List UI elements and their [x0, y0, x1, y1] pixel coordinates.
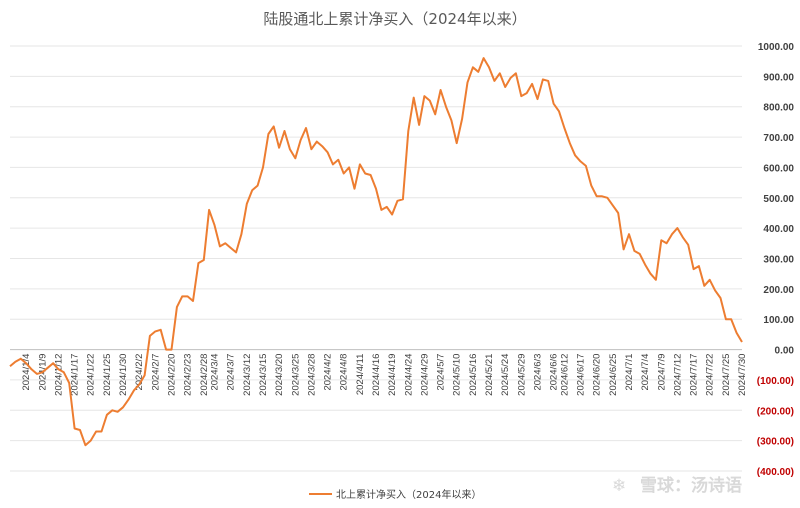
y-axis-tick-labels: 1000.00 900.00 800.00 700.00 600.00 500.00 400…: [757, 42, 795, 478]
y-tick-label: 400.00: [763, 224, 794, 235]
x-tick-label: 2024/2/20: [166, 354, 177, 396]
x-axis-tick-labels: 2024/1/4 2024/1/9 2024/1/12 2024/1/17 2024/1…: [21, 354, 748, 396]
legend-label: 北上累计净买入（2024年以来）: [336, 488, 481, 501]
x-tick-label: 2024/6/17: [576, 354, 587, 396]
series-line: [9, 57, 743, 447]
x-tick-label: 2024/2/28: [199, 354, 210, 396]
y-tick-label: 100.00: [763, 315, 794, 326]
x-tick-label: 2024/7/1: [624, 354, 635, 391]
x-tick-label: 2024/6/12: [559, 354, 570, 396]
x-tick-label: 2024/3/15: [258, 354, 269, 396]
chart-title: 陆股通北上累计净买入（2024年以来）: [263, 10, 526, 28]
x-tick-label: 2024/1/30: [118, 354, 129, 396]
x-tick-label: 2024/3/4: [210, 354, 221, 391]
watermark: ❄ 雪球：汤诗语: [612, 476, 742, 496]
y-tick-label: 200.00: [763, 285, 794, 296]
x-tick-label: 2024/1/22: [86, 354, 97, 396]
y-tick-label: 900.00: [763, 72, 794, 83]
y-tick-label: 1000.00: [758, 42, 795, 53]
legend: 北上累计净买入（2024年以来）: [309, 488, 481, 501]
x-tick-label: 2024/1/17: [70, 354, 81, 396]
x-tick-label: 2024/5/7: [436, 354, 447, 391]
x-tick-label: 2024/2/23: [183, 354, 194, 396]
x-tick-label: 2024/5/16: [468, 354, 479, 396]
x-tick-label: 2024/3/25: [290, 354, 301, 396]
watermark-text: 雪球：汤诗语: [640, 476, 742, 496]
y-tick-label: 0.00: [775, 346, 795, 357]
y-tick-label: 500.00: [763, 194, 794, 205]
x-tick-label: 2024/7/9: [656, 354, 667, 391]
y-tick-label: (100.00): [757, 376, 794, 387]
x-tick-label: 2024/3/20: [274, 354, 285, 396]
x-tick-label: 2024/4/2: [323, 354, 334, 391]
gridlines: [10, 45, 742, 472]
x-tick-label: 2024/7/12: [672, 354, 683, 396]
y-tick-label: (300.00): [757, 437, 794, 448]
x-tick-label: 2024/2/2: [134, 354, 145, 391]
x-tick-label: 2024/4/16: [371, 354, 382, 396]
x-tick-label: 2024/7/22: [705, 354, 716, 396]
y-tick-label: 800.00: [763, 103, 794, 114]
x-tick-label: 2024/4/11: [355, 354, 366, 396]
x-tick-label: 2024/3/12: [242, 354, 253, 396]
x-tick-label: 2024/7/30: [737, 354, 748, 396]
snowball-logo-icon: ❄: [612, 476, 626, 496]
x-tick-label: 2024/7/25: [721, 354, 732, 396]
x-tick-label: 2024/5/21: [484, 354, 495, 396]
x-tick-label: 2024/3/7: [226, 354, 237, 391]
y-tick-label: 300.00: [763, 255, 794, 266]
x-tick-label: 2024/6/6: [549, 354, 560, 391]
x-tick-label: 2024/4/8: [339, 354, 350, 391]
x-tick-label: 2024/1/4: [21, 354, 32, 391]
x-tick-label: 2024/5/29: [516, 354, 527, 396]
x-tick-label: 2024/4/24: [403, 354, 414, 396]
x-tick-label: 2024/1/25: [102, 354, 113, 396]
x-tick-label: 2024/5/24: [500, 354, 511, 396]
x-tick-label: 2024/3/28: [306, 354, 317, 396]
x-tick-label: 2024/4/19: [387, 354, 398, 396]
x-tick-label: 2024/6/25: [608, 354, 619, 396]
x-tick-label: 2024/2/7: [150, 354, 161, 391]
x-tick-label: 2024/7/4: [640, 354, 651, 391]
series-layer: [9, 57, 743, 447]
x-tick-label: 2024/1/12: [53, 354, 64, 396]
x-tick-label: 2024/7/17: [689, 354, 700, 396]
y-tick-label: (200.00): [757, 406, 794, 417]
x-tick-label: 2024/6/3: [532, 354, 543, 391]
y-tick-label: 600.00: [763, 163, 794, 174]
x-tick-label: 2024/6/20: [592, 354, 603, 396]
x-tick-label: 2024/4/29: [419, 354, 430, 396]
y-tick-label: 700.00: [763, 133, 794, 144]
x-tick-label: 2024/5/10: [452, 354, 463, 396]
y-tick-label: (400.00): [757, 467, 794, 478]
